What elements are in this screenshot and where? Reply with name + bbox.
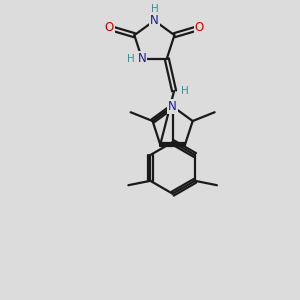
Text: H: H: [181, 86, 189, 96]
Text: N: N: [138, 52, 146, 65]
Text: N: N: [168, 100, 177, 113]
Text: H: H: [151, 4, 158, 14]
Text: O: O: [105, 21, 114, 34]
Text: O: O: [195, 21, 204, 34]
Text: H: H: [127, 54, 135, 64]
Text: N: N: [150, 14, 159, 27]
